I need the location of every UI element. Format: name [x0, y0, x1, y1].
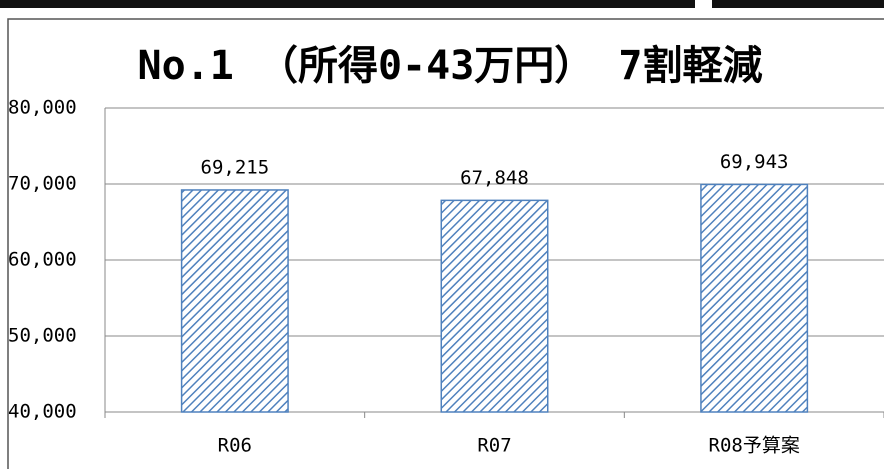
top-bar: [0, 0, 695, 8]
chart-title: No.1 （所得0-43万円） 7割軽減: [138, 43, 763, 89]
y-tick-label: 60,000: [8, 249, 77, 271]
frame: [7, 18, 884, 469]
data-label: 69,943: [720, 151, 789, 173]
bar: [180, 189, 289, 413]
x-tick-label: R06: [218, 435, 252, 457]
bar: [700, 183, 809, 413]
data-label: 69,215: [201, 156, 270, 178]
y-tick-label: 80,000: [8, 97, 77, 119]
y-tick-label: 50,000: [8, 325, 77, 347]
y-tick-label: 70,000: [8, 173, 77, 195]
x-tick-label: R07: [477, 435, 511, 457]
y-tick-label: 40,000: [8, 401, 77, 423]
top-bar: [712, 0, 884, 8]
bar: [440, 199, 549, 413]
data-label: 67,848: [460, 167, 529, 189]
x-tick-label: R08予算案: [709, 435, 800, 457]
